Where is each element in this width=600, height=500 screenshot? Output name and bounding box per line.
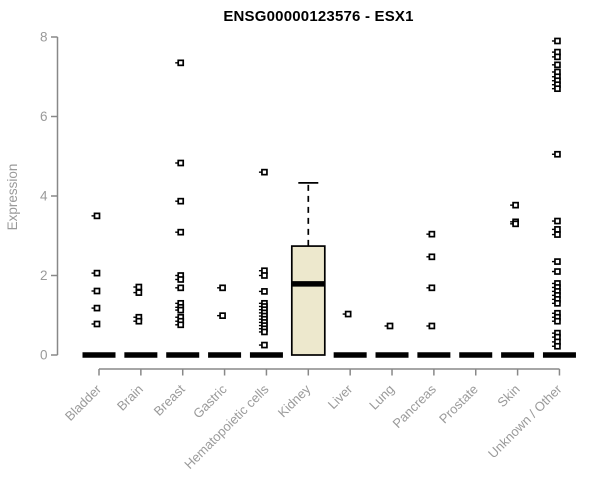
collapsed-box-bar <box>249 352 283 358</box>
outlier-point <box>428 322 436 330</box>
outlier-point <box>554 217 561 225</box>
outlier-point <box>261 341 268 349</box>
collapsed-box-bar <box>459 352 493 358</box>
outlier-point <box>554 258 561 265</box>
outlier-point <box>93 212 101 220</box>
outlier-point <box>177 59 185 67</box>
collapsed-box-bar <box>82 352 116 358</box>
outlier-point <box>135 317 143 325</box>
collapsed-box-bar <box>124 352 158 358</box>
outlier-point <box>93 287 101 295</box>
outlier-point <box>554 231 561 238</box>
x-category-label: Prostate <box>436 382 481 427</box>
outlier-point <box>177 197 185 205</box>
x-category-label: Unknown / Other <box>485 381 565 461</box>
outlier-point <box>554 226 561 233</box>
chart-title: ENSG00000123576 - ESX1 <box>223 8 414 25</box>
outlier-point <box>512 220 519 228</box>
x-category-label: Pancreas <box>390 381 440 431</box>
outlier-point <box>554 150 561 158</box>
outlier-point <box>554 61 561 69</box>
outlier-point <box>344 310 352 318</box>
y-tick-label: 2 <box>40 268 48 283</box>
x-category-label: Gastric <box>190 381 230 421</box>
collapsed-box-bar <box>501 352 535 358</box>
outlier-point <box>93 269 101 277</box>
outlier-point <box>428 284 436 292</box>
x-category-label: Kidney <box>275 381 314 420</box>
outlier-point <box>177 228 185 236</box>
outlier-point <box>177 321 185 329</box>
y-tick-label: 0 <box>40 348 48 363</box>
outlier-point <box>93 304 101 312</box>
outlier-point <box>428 253 436 261</box>
outlier-point <box>512 201 519 209</box>
outlier-point <box>261 288 268 295</box>
x-category-label: Skin <box>494 382 522 410</box>
outlier-point <box>219 312 226 319</box>
outlier-point <box>554 268 561 275</box>
y-tick-label: 6 <box>40 109 48 124</box>
x-category-label: Brain <box>114 382 146 414</box>
outlier-point <box>177 159 185 167</box>
collapsed-box-bar <box>542 352 576 358</box>
outlier-point <box>261 328 268 336</box>
outlier-point <box>554 299 561 307</box>
y-tick-label: 8 <box>40 30 48 45</box>
outlier-point <box>177 306 185 314</box>
outlier-point <box>554 37 561 45</box>
outlier-point <box>261 168 268 176</box>
outlier-point <box>177 284 185 292</box>
outlier-point <box>554 342 561 350</box>
outlier-point <box>135 283 143 291</box>
outlier-point <box>261 272 268 279</box>
outlier-point <box>428 230 436 238</box>
outlier-point <box>554 317 561 325</box>
x-category-label: Bladder <box>62 381 105 424</box>
collapsed-box-bar <box>208 352 242 358</box>
x-category-label: Liver <box>325 381 356 412</box>
x-category-label: Lung <box>366 382 397 413</box>
collapsed-box-bar <box>166 352 200 358</box>
collapsed-box-bar <box>375 352 409 358</box>
box-plot-box <box>290 245 326 356</box>
outlier-point <box>554 53 561 61</box>
y-tick-label: 4 <box>40 189 48 204</box>
outlier-point <box>219 284 226 292</box>
collapsed-box-bar <box>417 352 451 358</box>
outlier-point <box>135 289 143 296</box>
outlier-point <box>386 322 394 330</box>
outlier-point <box>177 276 185 283</box>
x-category-label: Breast <box>151 381 188 418</box>
outlier-point <box>554 85 561 93</box>
outlier-point <box>93 320 101 328</box>
collapsed-box-bar <box>333 352 367 358</box>
